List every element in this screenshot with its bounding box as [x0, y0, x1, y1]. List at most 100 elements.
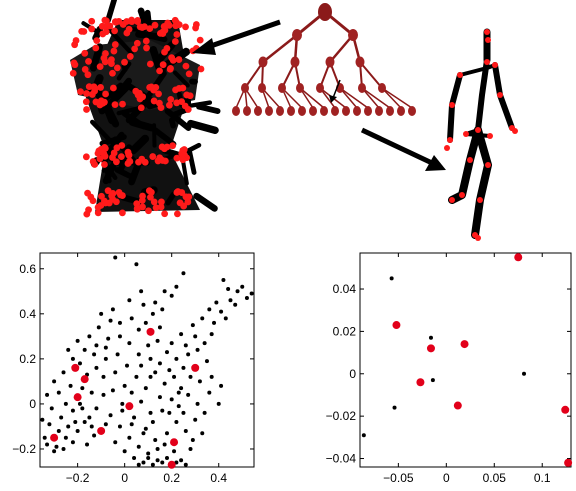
joint-dot	[475, 127, 481, 133]
joint-dot	[185, 193, 193, 201]
tree-edge	[244, 61, 264, 89]
joint-dot	[97, 84, 104, 91]
joint-dot	[83, 90, 91, 97]
joint-dot	[182, 23, 189, 31]
black-point	[120, 408, 125, 413]
joint-dot	[71, 61, 79, 69]
tree-leaf-node	[254, 106, 262, 116]
red-point	[50, 433, 59, 442]
joint-dot	[467, 157, 473, 163]
tree-leaf-node	[243, 106, 251, 116]
black-point	[127, 341, 132, 346]
black-point	[63, 435, 68, 440]
black-point	[139, 399, 144, 404]
black-point	[45, 442, 50, 447]
black-point	[181, 365, 186, 370]
joint-dot	[72, 37, 80, 44]
joint-dot	[155, 90, 162, 98]
black-point	[164, 350, 169, 355]
black-point	[113, 440, 118, 445]
black-point	[148, 410, 153, 415]
black-point	[188, 374, 193, 379]
joint-dot	[99, 30, 107, 38]
black-point	[101, 392, 106, 397]
joint-dot	[110, 47, 118, 55]
black-point	[103, 356, 108, 361]
tree-edge	[381, 87, 402, 109]
tree-leaf-node	[287, 106, 295, 116]
joint-dot	[152, 204, 160, 212]
joint-dot	[169, 142, 177, 150]
y-tick-label: −0.2	[12, 442, 36, 456]
x-tick-label: −0.05	[383, 471, 414, 485]
joint-dot	[159, 61, 167, 69]
black-point	[113, 370, 118, 375]
joint-dot	[156, 67, 163, 75]
joint-dot	[112, 158, 120, 166]
black-point	[176, 404, 181, 409]
black-point	[99, 311, 104, 316]
black-point	[70, 408, 75, 413]
x-tick-label: 0	[443, 471, 450, 485]
joint-dot	[512, 128, 518, 134]
black-point	[66, 424, 71, 429]
skeleton-limb	[196, 103, 221, 115]
black-point	[150, 419, 155, 424]
black-point	[195, 347, 200, 352]
tree-root-node	[318, 3, 332, 21]
arrow-to-right	[360, 127, 446, 171]
black-point	[221, 278, 226, 283]
tree-node	[325, 56, 335, 68]
joint-dot	[111, 27, 118, 35]
joint-dot	[457, 72, 463, 78]
x-tick-label: 0.4	[210, 471, 227, 485]
joint-dot	[102, 50, 109, 57]
tree-node	[292, 29, 302, 41]
black-point	[92, 352, 97, 357]
plot-right-frame	[359, 252, 572, 468]
red-point	[125, 402, 134, 411]
joint-dot	[92, 44, 100, 52]
tree-leaf-node	[298, 106, 306, 116]
joint-dot	[99, 99, 107, 107]
tree-edge	[359, 61, 383, 89]
black-point	[167, 368, 172, 373]
black-point	[179, 458, 184, 463]
black-point	[155, 458, 160, 463]
skeleton-limb	[448, 126, 482, 204]
tree-node	[355, 56, 365, 68]
joint-dot	[449, 102, 455, 108]
joint-dot	[138, 197, 146, 204]
joint-dot	[137, 104, 145, 112]
skeleton-limb	[164, 108, 192, 131]
joint-dot	[84, 71, 92, 79]
joint-dot	[447, 137, 453, 143]
dense-skeleton-cluster	[69, 0, 221, 218]
joint-dot	[139, 203, 146, 211]
black-point	[235, 289, 240, 294]
black-point	[153, 437, 158, 442]
black-point	[155, 338, 160, 343]
black-point	[77, 361, 82, 366]
skeleton-limb	[475, 57, 490, 133]
black-point	[47, 422, 52, 427]
joint-dot	[111, 101, 119, 109]
black-point	[176, 390, 181, 395]
black-point	[134, 374, 139, 379]
black-point	[157, 395, 162, 400]
joint-dot	[83, 210, 91, 218]
black-point	[186, 392, 191, 397]
joint-dot	[113, 144, 121, 152]
black-point	[202, 341, 207, 346]
black-point	[132, 455, 137, 460]
joint-dot	[192, 24, 200, 32]
joint-dot	[145, 187, 153, 195]
y-tick-label: −0.02	[326, 409, 357, 423]
black-point	[129, 422, 134, 427]
black-point	[45, 392, 50, 397]
red-point	[191, 363, 200, 372]
joint-dot	[143, 44, 150, 52]
black-point	[139, 363, 144, 368]
joint-dot	[82, 153, 90, 161]
black-point	[122, 449, 127, 454]
